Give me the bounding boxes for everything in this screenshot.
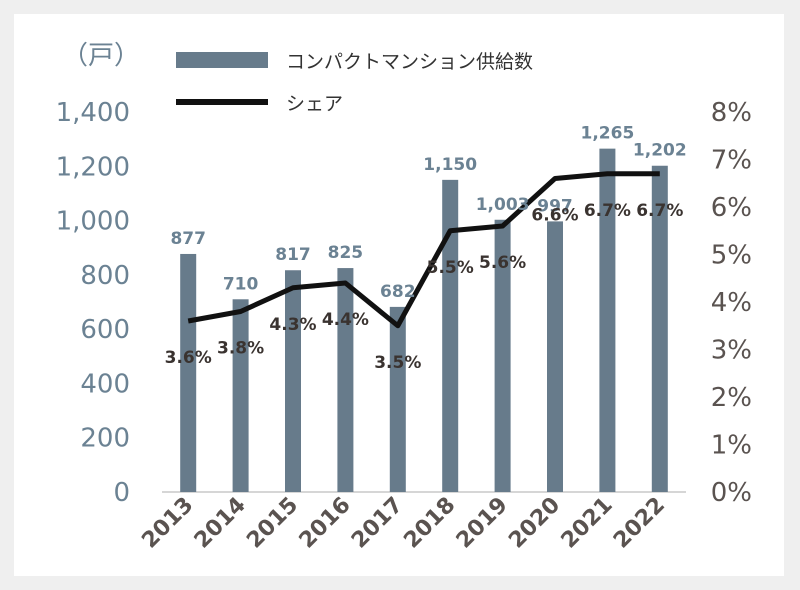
x-tick-label: 2017 bbox=[347, 493, 408, 554]
legend-bar-label: コンパクトマンション供給数 bbox=[286, 51, 533, 73]
right-tick-label: 1% bbox=[711, 431, 752, 461]
bar-value-label: 710 bbox=[223, 274, 259, 294]
x-tick-label: 2016 bbox=[295, 493, 356, 554]
right-tick-label: 3% bbox=[711, 336, 752, 366]
x-tick-label: 2020 bbox=[504, 493, 565, 554]
left-tick-label: 0 bbox=[113, 478, 130, 508]
share-line-series bbox=[187, 171, 660, 329]
legend-bar-swatch bbox=[176, 52, 268, 68]
bar bbox=[337, 268, 354, 492]
right-tick-label: 2% bbox=[711, 383, 752, 413]
bar bbox=[389, 306, 406, 492]
left-tick-label: 200 bbox=[80, 424, 130, 454]
share-value-label: 4.3% bbox=[269, 315, 316, 335]
legend-line-label: シェア bbox=[286, 93, 343, 115]
bar bbox=[547, 221, 563, 492]
right-tick-label: 4% bbox=[711, 288, 752, 318]
bar bbox=[651, 165, 668, 492]
left-axis-unit-label: （戸） bbox=[62, 41, 140, 71]
right-tick-label: 8% bbox=[711, 98, 752, 128]
x-tick-label: 2014 bbox=[190, 493, 251, 554]
share-value-label: 5.6% bbox=[479, 253, 526, 273]
bar-value-label: 1,150 bbox=[423, 155, 477, 175]
left-tick-label: 1,200 bbox=[56, 152, 130, 182]
left-axis: 0 200 400 600 800 1,000 1,200 1,400 bbox=[56, 98, 130, 508]
share-value-label: 5.5% bbox=[427, 258, 474, 278]
share-line bbox=[187, 171, 660, 329]
x-tick-label: 2013 bbox=[137, 493, 198, 554]
bar-value-label: 682 bbox=[380, 282, 416, 302]
bar-value-label: 997 bbox=[537, 196, 573, 216]
right-axis: 0% 1% 2% 3% 4% 5% 6% 7% 8% bbox=[711, 98, 752, 508]
share-value-label: 6.7% bbox=[636, 201, 683, 221]
bar-value-label: 1,202 bbox=[633, 141, 687, 161]
right-tick-label: 0% bbox=[711, 478, 752, 508]
share-value-label: 3.8% bbox=[217, 339, 264, 359]
right-tick-label: 7% bbox=[711, 146, 752, 176]
share-value-label: 4.4% bbox=[322, 310, 369, 330]
left-tick-label: 1,400 bbox=[56, 98, 130, 128]
left-tick-label: 800 bbox=[80, 261, 130, 291]
combo-chart: （戸） コンパクトマンション供給数 シェア 0 200 400 600 800 1,000… bbox=[56, 41, 752, 554]
bar-series bbox=[180, 148, 668, 492]
bar bbox=[232, 299, 249, 492]
right-tick-label: 5% bbox=[711, 241, 752, 271]
bar-value-label: 877 bbox=[170, 229, 206, 249]
left-tick-label: 400 bbox=[80, 369, 130, 399]
share-value-label: 3.6% bbox=[165, 348, 212, 368]
x-tick-label: 2019 bbox=[452, 493, 513, 554]
bar-value-label: 817 bbox=[275, 245, 311, 265]
bar bbox=[494, 219, 511, 492]
bar bbox=[599, 148, 616, 492]
bar bbox=[442, 179, 459, 492]
left-tick-label: 1,000 bbox=[56, 207, 130, 237]
bar-value-label: 1,003 bbox=[476, 195, 530, 215]
x-tick-label: 2015 bbox=[242, 493, 303, 554]
share-value-label: 3.5% bbox=[374, 353, 421, 373]
bar bbox=[180, 253, 197, 492]
share-value-labels: 3.6% 3.8%4.3% 4.4% 3.5% 5.5% 5.6% 6.6% 6.7% 6.7% bbox=[165, 201, 684, 373]
left-tick-label: 600 bbox=[80, 315, 130, 345]
x-tick-label: 2018 bbox=[399, 493, 460, 554]
bar-value-label: 1,265 bbox=[581, 124, 635, 144]
share-value-label: 6.6% bbox=[531, 206, 578, 226]
chart-card: （戸） コンパクトマンション供給数 シェア 0 200 400 600 800 1,000… bbox=[14, 14, 784, 576]
share-value-label: 6.7% bbox=[584, 201, 631, 221]
x-tick-label: 2021 bbox=[557, 493, 618, 554]
right-tick-label: 6% bbox=[711, 193, 752, 223]
x-tick-label: 2022 bbox=[609, 493, 670, 554]
bar-value-label: 825 bbox=[328, 243, 364, 263]
bar bbox=[285, 270, 301, 492]
